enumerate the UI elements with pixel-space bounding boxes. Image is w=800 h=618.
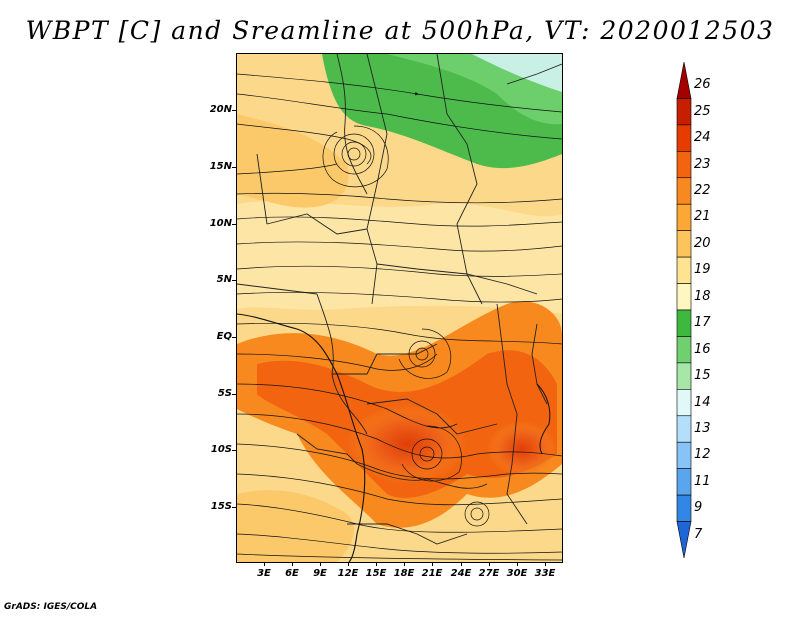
colorbar-label: 18 <box>694 288 711 304</box>
warm-core <box>347 404 467 484</box>
lon-label: 9E <box>313 568 327 579</box>
lat-tick <box>232 167 236 168</box>
lon-tick <box>489 562 490 566</box>
colorbar-segment <box>676 256 692 284</box>
colorbar-label: 16 <box>694 341 711 357</box>
warm-band <box>237 201 562 314</box>
colorbar-segments <box>676 62 692 558</box>
lat-label: 20N <box>209 104 232 115</box>
colorbar-label: 13 <box>694 421 711 436</box>
colorbar <box>676 62 692 558</box>
colorbar-label: 12 <box>694 447 711 463</box>
colorbar-label: 20 <box>694 235 711 251</box>
cool-region-core <box>472 54 562 92</box>
lon-tick <box>517 562 518 566</box>
colorbar-segment <box>676 521 692 558</box>
colorbar-label: 23 <box>694 156 711 172</box>
colorbar-segment <box>676 336 692 364</box>
colorbar-label: 25 <box>694 103 711 119</box>
colorbar-segment <box>676 441 692 469</box>
colorbar-segment <box>676 415 692 443</box>
lat-tick <box>232 110 236 111</box>
lon-tick <box>432 562 433 566</box>
map-field <box>237 54 562 562</box>
lon-tick <box>461 562 462 566</box>
lat-label: 5N <box>216 274 232 285</box>
colorbar-segment <box>676 468 692 496</box>
colorbar-segment <box>676 230 692 258</box>
lon-tick <box>376 562 377 566</box>
colorbar-segment <box>676 151 692 179</box>
coastline-west <box>237 313 366 562</box>
lat-tick <box>232 450 236 451</box>
colorbar-segment <box>676 62 692 99</box>
colorbar-label: 19 <box>694 262 711 278</box>
colorbar-segment <box>676 389 692 417</box>
lon-tick <box>348 562 349 566</box>
lat-label: 5S <box>217 388 232 399</box>
map-panel <box>236 53 563 563</box>
lon-label: 30E <box>506 568 528 579</box>
colorbar-label: 11 <box>694 473 711 489</box>
colorbar-segment <box>676 124 692 152</box>
lat-tick <box>232 280 236 281</box>
warm-patch-sw <box>237 490 354 562</box>
colorbar-label: 15 <box>694 368 711 384</box>
lat-tick <box>232 394 236 395</box>
colorbar-label: 7 <box>694 526 703 542</box>
lon-tick <box>320 562 321 566</box>
colorbar-segment <box>676 494 692 522</box>
lon-label: 12E <box>337 568 359 579</box>
lat-tick <box>232 224 236 225</box>
lon-label: 15E <box>365 568 387 579</box>
lon-label: 18E <box>393 568 415 579</box>
colorbar-label: 21 <box>694 209 711 225</box>
lat-tick <box>232 507 236 508</box>
colorbar-segment <box>676 98 692 126</box>
lat-tick <box>232 337 236 338</box>
warm-patch-nw <box>237 114 349 208</box>
colorbar-label: 14 <box>694 394 711 410</box>
lon-tick <box>264 562 265 566</box>
lon-label: 21E <box>421 568 443 579</box>
colorbar-label: 9 <box>694 500 703 516</box>
lon-tick <box>545 562 546 566</box>
colorbar-label: 26 <box>694 77 711 93</box>
lon-label: 24E <box>450 568 472 579</box>
colorbar-label: 17 <box>694 315 711 331</box>
colorbar-segment <box>676 203 692 231</box>
lon-tick <box>292 562 293 566</box>
lon-label: 6E <box>285 568 299 579</box>
colorbar-segment <box>676 309 692 337</box>
colorbar-label: 22 <box>694 183 711 198</box>
lon-label: 27E <box>478 568 500 579</box>
colorbar-segment <box>676 283 692 311</box>
lat-label: 10N <box>209 218 232 229</box>
lon-tick <box>404 562 405 566</box>
streamlines <box>237 73 562 561</box>
colorbar-segment <box>676 177 692 205</box>
colorbar-label: 24 <box>694 130 711 146</box>
colorbar-segment <box>676 362 692 390</box>
lake-outline <box>536 383 551 455</box>
lat-label: 15N <box>209 161 232 172</box>
footer-credit: GrADS: IGES/COLA <box>4 602 98 612</box>
lat-label: 10S <box>210 444 232 455</box>
warm-core-east <box>487 421 557 477</box>
lat-label: EQ <box>216 331 232 342</box>
lon-label: 3E <box>257 568 271 579</box>
chart-title: WBPT [C] and Sreamline at 500hPa, VT: 20… <box>25 16 775 45</box>
lat-label: 15S <box>210 501 232 512</box>
lon-label: 33E <box>534 568 556 579</box>
